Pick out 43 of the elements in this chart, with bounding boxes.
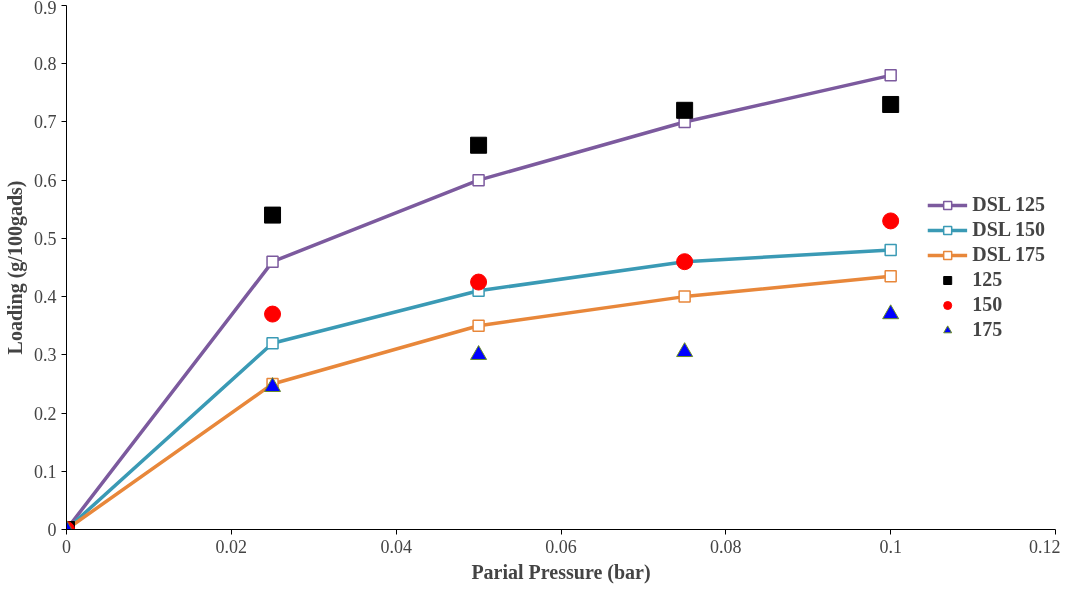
legend-label: 125 xyxy=(972,268,1003,291)
point xyxy=(470,345,488,360)
point xyxy=(882,212,900,230)
x-tick-label: 0.02 xyxy=(215,536,248,557)
point xyxy=(266,255,279,268)
y-tick-label: 0.3 xyxy=(34,345,57,366)
y-tick-label: 0.6 xyxy=(34,170,57,191)
y-tick-label: 0.1 xyxy=(34,461,57,482)
y-axis-title: Loading (g/100gads) xyxy=(4,180,27,355)
point xyxy=(884,269,897,283)
point xyxy=(470,273,488,291)
point xyxy=(676,101,694,119)
y-tick-label: 0.4 xyxy=(34,287,57,308)
point xyxy=(678,290,691,303)
point xyxy=(266,336,279,350)
y-tick-label: 0.2 xyxy=(34,403,57,424)
point xyxy=(264,206,282,224)
point xyxy=(676,342,694,358)
x-tick-label: 0.08 xyxy=(710,536,742,557)
x-tick-label: 0.06 xyxy=(545,536,577,557)
point xyxy=(470,136,488,154)
legend-label: DSL 150 xyxy=(972,218,1045,241)
point xyxy=(882,95,900,113)
y-tick-label: 0.7 xyxy=(34,112,57,133)
point xyxy=(884,243,897,257)
point xyxy=(472,173,485,187)
y-tick-label: 0.8 xyxy=(34,54,57,75)
x-tick-label: 0 xyxy=(62,536,71,557)
point xyxy=(472,319,485,332)
x-axis-title: Parial Pressure (bar) xyxy=(471,560,651,584)
legend-label: 175 xyxy=(972,318,1003,341)
legend-label: 150 xyxy=(972,293,1003,316)
y-tick-label: 0.9 xyxy=(34,0,57,18)
x-tick-label: 0.04 xyxy=(380,536,412,557)
point xyxy=(264,305,282,323)
x-tick-label: 0.12 xyxy=(1029,536,1061,557)
legend-label: DSL 175 xyxy=(972,243,1045,266)
y-tick-label: 0.5 xyxy=(34,228,57,249)
y-tick-label: 0 xyxy=(47,520,57,540)
point xyxy=(884,69,897,82)
legend-label: DSL 125 xyxy=(972,193,1045,216)
point xyxy=(882,304,900,320)
x-tick-label: 0.1 xyxy=(879,536,902,557)
